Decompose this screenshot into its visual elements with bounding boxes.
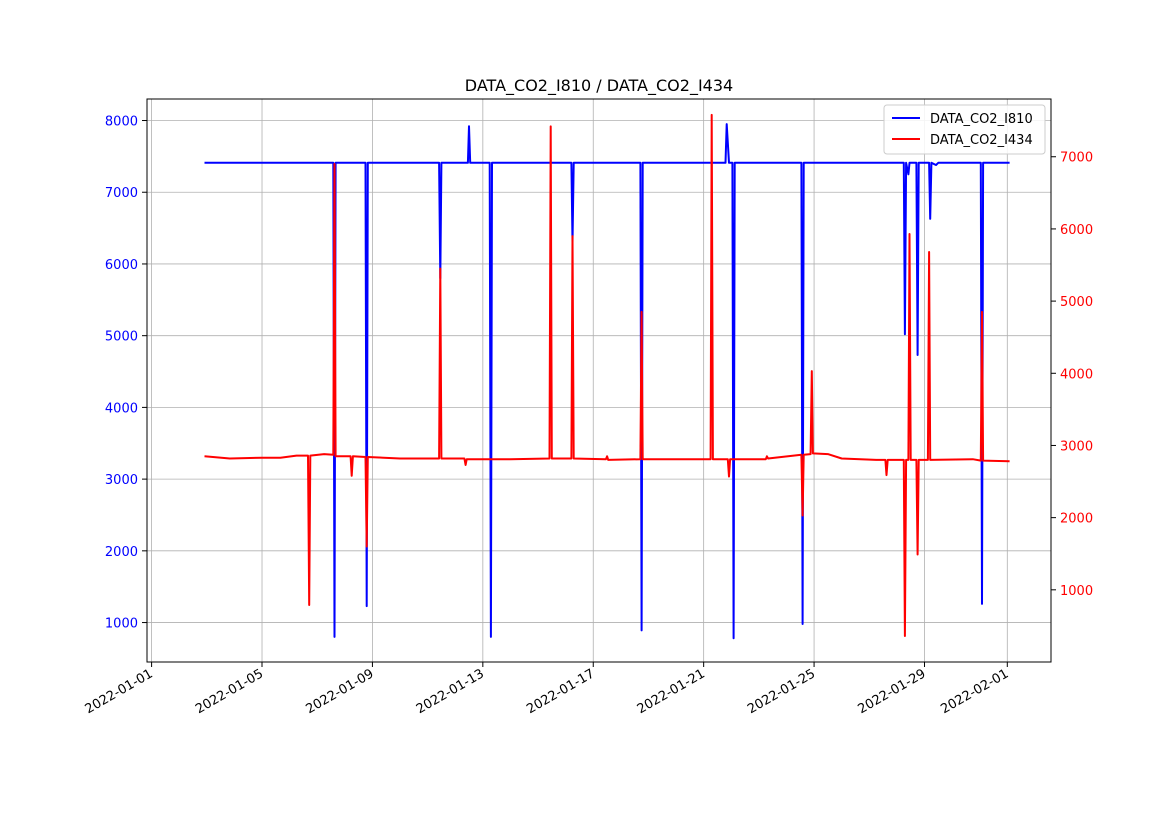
x-tick-label: 2022-01-01 — [83, 666, 156, 717]
x-tick-label: 2022-01-29 — [856, 666, 929, 717]
y-right-tick-label: 4000 — [1060, 367, 1093, 382]
series-line-data-co2-i434 — [204, 113, 1010, 637]
y-left-tick-label: 7000 — [105, 186, 138, 201]
chart-title: DATA_CO2_I810 / DATA_CO2_I434 — [465, 76, 733, 96]
series-layer — [204, 113, 1010, 640]
y-right-tick-label: 1000 — [1060, 584, 1093, 599]
y-right-tick-label: 5000 — [1060, 295, 1093, 310]
legend: DATA_CO2_I810 DATA_CO2_I434 — [883, 104, 1046, 155]
y-left-tick-label: 1000 — [105, 617, 138, 632]
x-tick-label: 2022-01-09 — [303, 666, 376, 717]
y-right-tick-label: 6000 — [1060, 223, 1093, 238]
y-left-tick-label: 4000 — [105, 401, 138, 416]
x-tick-label: 2022-01-21 — [635, 666, 708, 717]
axes: 2022-01-01 2022-01-05 2022-01-09 2022-01-13… — [83, 115, 1093, 718]
legend-box — [883, 104, 1046, 155]
grid-lines — [147, 99, 1051, 662]
x-tick-label: 2022-01-17 — [524, 666, 597, 717]
y-left-tick-label: 3000 — [105, 473, 138, 488]
y-left-tick-label: 8000 — [105, 115, 138, 130]
y-right-tick-label: 2000 — [1060, 512, 1093, 527]
x-tick-label: 2022-01-13 — [414, 666, 487, 717]
y-left-tick-label: 6000 — [105, 258, 138, 273]
series-line-data-co2-i810 — [204, 123, 1010, 640]
y-right-tick-label: 7000 — [1060, 151, 1093, 166]
y-left-tick-label: 2000 — [105, 545, 138, 560]
x-tick-label: 2022-01-25 — [745, 666, 818, 717]
legend-label-i434: DATA_CO2_I434 — [930, 133, 1033, 148]
y-right-tick-label: 3000 — [1060, 439, 1093, 454]
legend-label-i810: DATA_CO2_I810 — [930, 112, 1033, 127]
x-tick-label: 2022-02-01 — [938, 666, 1011, 717]
y-left-tick-label: 5000 — [105, 330, 138, 345]
x-tick-label: 2022-01-05 — [193, 666, 266, 717]
plot-frame — [146, 98, 1052, 663]
